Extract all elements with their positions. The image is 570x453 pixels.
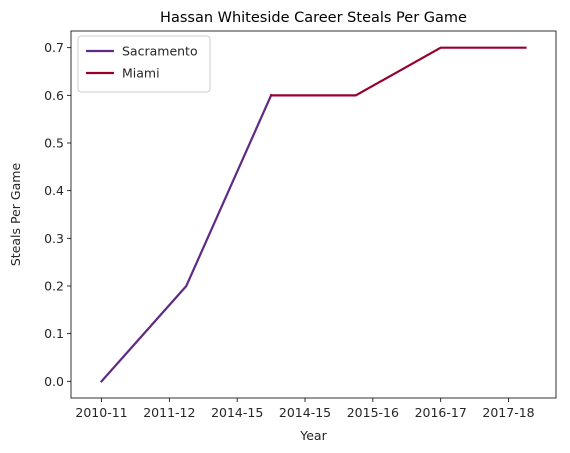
legend: Sacramento Miami xyxy=(77,35,211,93)
x-tick-label: 2010-11 xyxy=(75,405,127,420)
series-line-miami xyxy=(270,46,527,97)
series-line-sacramento xyxy=(99,93,273,383)
y-axis-title: Steals Per Game xyxy=(8,163,23,267)
x-tick-label: 2016-17 xyxy=(415,405,467,420)
chart-title: Hassan Whiteside Career Steals Per Game xyxy=(160,10,467,26)
y-tick-label: 0.0 xyxy=(44,374,64,389)
x-tick-label: 2017-18 xyxy=(482,405,534,420)
series-layer xyxy=(99,46,527,383)
y-tick-label: 0.5 xyxy=(44,136,64,151)
y-tick-label: 0.3 xyxy=(44,231,64,246)
y-tick-label: 0.1 xyxy=(44,326,64,341)
x-tick-label: 2014-15 xyxy=(279,405,331,420)
legend-label: Miami xyxy=(122,66,160,81)
plot-frame xyxy=(70,30,557,399)
y-tick-label: 0.2 xyxy=(44,278,64,293)
x-tick-label: 2015-16 xyxy=(347,405,399,420)
y-tick-label: 0.7 xyxy=(44,40,64,55)
x-axis-title: Year xyxy=(299,428,327,443)
legend-label: Sacramento xyxy=(122,44,198,59)
x-tick-label: 2014-15 xyxy=(211,405,263,420)
x-tick-label: 2011-12 xyxy=(143,405,195,420)
x-axis: 2010-11 2011-12 2014-15 2014-15 2015-16 2016-… xyxy=(75,398,535,420)
y-tick-label: 0.4 xyxy=(44,183,64,198)
y-tick-label: 0.6 xyxy=(44,88,64,103)
y-axis: 0.0 0.1 0.2 0.3 0.4 0.5 0.6 0.7 xyxy=(44,40,71,389)
